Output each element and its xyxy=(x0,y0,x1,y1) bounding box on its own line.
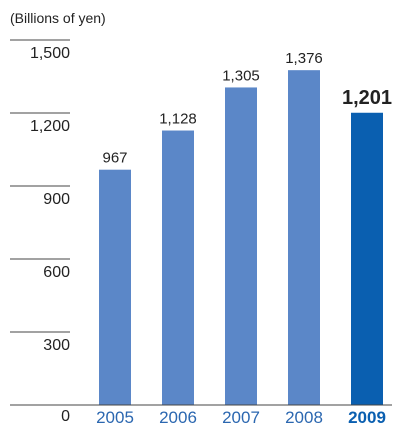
category-label-2008: 2008 xyxy=(285,408,323,427)
unit-label: (Billions of yen) xyxy=(10,10,106,26)
y-tick-label: 0 xyxy=(61,408,70,425)
category-labels: 2005 2006 2007 2008 2009 xyxy=(96,408,386,427)
bar-2006 xyxy=(162,130,194,405)
bar-2007 xyxy=(225,87,257,405)
bars xyxy=(99,70,383,406)
value-label-2008: 1,376 xyxy=(285,50,323,67)
category-label-2009: 2009 xyxy=(348,408,386,427)
y-tick-label: 600 xyxy=(43,264,70,281)
bar-2009 xyxy=(351,112,383,406)
bar-2008 xyxy=(288,70,320,405)
y-tick-label: 1,500 xyxy=(30,45,70,62)
value-label-2005: 967 xyxy=(102,150,127,167)
category-label-2005: 2005 xyxy=(96,408,134,427)
y-tick-label: 1,200 xyxy=(30,118,70,135)
y-tick-label: 900 xyxy=(43,191,70,208)
y-tick-label: 300 xyxy=(43,337,70,354)
value-label-2006: 1,128 xyxy=(159,111,197,128)
y-axis: 0 300 600 900 1,200 1,500 xyxy=(10,39,70,425)
category-label-2007: 2007 xyxy=(222,408,260,427)
value-label-2007: 1,305 xyxy=(222,67,260,84)
bar-2005 xyxy=(99,169,131,405)
value-labels: 967 1,128 1,305 1,376 1,201 xyxy=(102,50,392,167)
category-label-2006: 2006 xyxy=(159,408,197,427)
value-label-2009: 1,201 xyxy=(342,87,392,109)
